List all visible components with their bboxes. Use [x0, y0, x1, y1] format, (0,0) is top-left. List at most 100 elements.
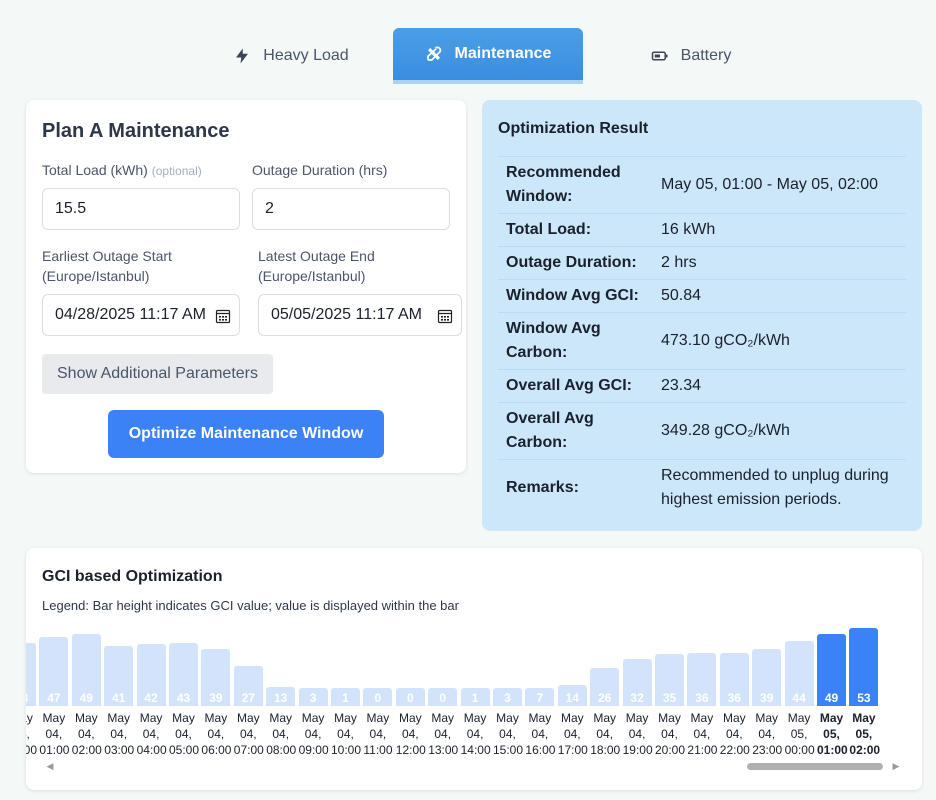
- earliest-start-value: 04/28/2025 11:17 AM: [55, 306, 206, 323]
- result-value: 2 hrs: [661, 246, 906, 280]
- gci-bar: [104, 645, 134, 706]
- scroll-right-icon[interactable]: ▶: [892, 761, 900, 771]
- latest-end-label-line1: Latest Outage End: [258, 248, 375, 264]
- gci-bar: [39, 636, 69, 706]
- gci-bar-value: 43: [26, 691, 36, 705]
- gci-bar-value: 42: [144, 691, 158, 705]
- optimization-result-panel: Optimization Result Recommended Window: M…: [482, 100, 922, 531]
- total-load-label-text: Total Load (kWh): [42, 162, 148, 178]
- scrollbar-thumb[interactable]: [747, 763, 883, 770]
- gci-bar: [590, 667, 620, 706]
- gci-bar: [298, 688, 328, 706]
- gci-bar-value: 14: [565, 691, 579, 705]
- result-key: Recommended Window:: [498, 156, 661, 214]
- gci-bar-chart: 43 May 04, 00:00 47 May 04, 01:00 49 May 04, …: [26, 548, 922, 790]
- optimize-maintenance-window-button[interactable]: Optimize Maintenance Window: [108, 410, 384, 458]
- earliest-start-label-line1: Earliest Outage Start: [42, 248, 172, 264]
- gci-bar: [622, 658, 652, 706]
- result-row: Remarks: Recommended to unplug during hig…: [498, 459, 906, 516]
- gci-bar-value: 43: [176, 691, 191, 705]
- gci-bar-value: 3: [309, 691, 317, 705]
- result-row: Window Avg GCI: 50.84: [498, 279, 906, 313]
- gci-bar-value: 27: [241, 691, 255, 705]
- gci-bar-label: May 04, 08:00: [266, 711, 297, 757]
- result-value: 23.34: [661, 369, 906, 403]
- gci-bar: [395, 688, 425, 706]
- result-key: Overall Avg GCI:: [498, 369, 661, 403]
- gci-bar-value: 0: [406, 691, 414, 705]
- total-load-input[interactable]: 15.5: [42, 188, 240, 230]
- gci-bar-label: May 04, 02:00: [71, 711, 102, 757]
- tab-bar: Heavy Load Maintenance Battery: [0, 28, 936, 84]
- gci-bar-value: 53: [857, 691, 871, 705]
- latest-end-input[interactable]: 05/05/2025 11:17 AM: [258, 294, 462, 336]
- gci-chart-card: GCI based Optimization Legend: Bar heigh…: [26, 548, 922, 790]
- gci-bar: [784, 641, 814, 706]
- gci-bar: [655, 654, 684, 706]
- gci-bar-label: May 04, 09:00: [298, 711, 329, 757]
- gci-bar-value: 32: [630, 691, 644, 705]
- gci-bar-value: 0: [439, 691, 447, 705]
- tab-maintenance[interactable]: Maintenance: [393, 28, 583, 84]
- gci-bar: [557, 685, 587, 706]
- show-additional-parameters-button[interactable]: Show Additional Parameters: [42, 354, 273, 394]
- gci-bar: [752, 648, 782, 706]
- tab-heavy-load[interactable]: Heavy Load: [196, 28, 386, 84]
- result-row: Overall Avg GCI: 23.34: [498, 369, 906, 403]
- gci-bar-label: May 04, 04:00: [136, 711, 167, 757]
- gci-bar-value: 44: [792, 691, 806, 705]
- result-key: Outage Duration:: [498, 246, 661, 280]
- result-value: 349.28 gCO₂/kWh: [661, 402, 906, 460]
- tools-icon: [426, 46, 441, 61]
- chart-horizontal-scrollbar[interactable]: ◀ ▶: [42, 760, 906, 772]
- gci-bar-value: 49: [79, 691, 93, 705]
- gci-bar-label: May 04, 17:00: [557, 711, 588, 757]
- result-value: May 05, 01:00 - May 05, 02:00: [661, 156, 906, 214]
- gci-bar-value: 1: [471, 691, 479, 705]
- duration-label: Outage Duration (hrs): [252, 162, 388, 178]
- gci-bar: [525, 688, 555, 706]
- earliest-start-input[interactable]: 04/28/2025 11:17 AM: [42, 294, 240, 336]
- gci-bar: [493, 688, 522, 706]
- gci-bar-value: 39: [209, 691, 223, 705]
- tab-label: Maintenance: [454, 45, 552, 62]
- result-row: Total Load: 16 kWh: [498, 213, 906, 247]
- gci-bar: [136, 644, 166, 706]
- gci-bar-label: May 04, 23:00: [752, 711, 783, 757]
- gci-bar-value: 36: [695, 691, 709, 705]
- tab-label: Heavy Load: [263, 47, 349, 64]
- gci-bar: [169, 642, 198, 706]
- scroll-left-icon[interactable]: ◀: [46, 761, 54, 771]
- result-key: Window Avg GCI:: [498, 279, 661, 313]
- result-key: Window Avg Carbon:: [498, 312, 661, 370]
- plan-title: Plan A Maintenance: [42, 120, 230, 142]
- gci-bar-value: 36: [727, 691, 741, 705]
- gci-bar-label: May 04, 16:00: [525, 711, 556, 757]
- gci-bar: [233, 666, 263, 706]
- gci-bar: [266, 686, 296, 706]
- tab-label: Battery: [680, 47, 732, 64]
- result-value: Recommended to unplug during highest emi…: [661, 459, 906, 516]
- gci-bar: [428, 688, 458, 706]
- gci-bar-label: May 04, 11:00: [363, 711, 393, 757]
- gci-bar-label: May 05, 01:00: [817, 711, 848, 757]
- calendar-icon[interactable]: [215, 308, 231, 324]
- earliest-start-label-line2: (Europe/Istanbul): [42, 268, 150, 284]
- optional-hint: (optional): [151, 164, 202, 178]
- tab-battery[interactable]: Battery: [596, 28, 786, 84]
- gci-bar-label: May 04, 19:00: [622, 711, 653, 757]
- gci-bar-label: May 04, 22:00: [719, 711, 750, 757]
- gci-bar: [26, 642, 36, 706]
- result-value: 473.10 gCO₂/kWh: [661, 312, 906, 370]
- duration-input[interactable]: 2: [252, 188, 450, 230]
- earliest-start-label: Earliest Outage Start (Europe/Istanbul): [42, 246, 172, 286]
- gci-bar-label: May 04, 21:00: [687, 711, 718, 757]
- gci-bar-label: May 04, 03:00: [104, 711, 135, 757]
- gci-bar-value: 35: [662, 691, 677, 705]
- calendar-icon[interactable]: [437, 308, 453, 324]
- gci-bar-label: May 04, 14:00: [460, 711, 491, 757]
- gci-bar: [363, 688, 393, 706]
- latest-end-label-line2: (Europe/Istanbul): [258, 268, 366, 284]
- gci-bar-value: 1: [342, 691, 349, 705]
- gci-bar: [719, 653, 749, 706]
